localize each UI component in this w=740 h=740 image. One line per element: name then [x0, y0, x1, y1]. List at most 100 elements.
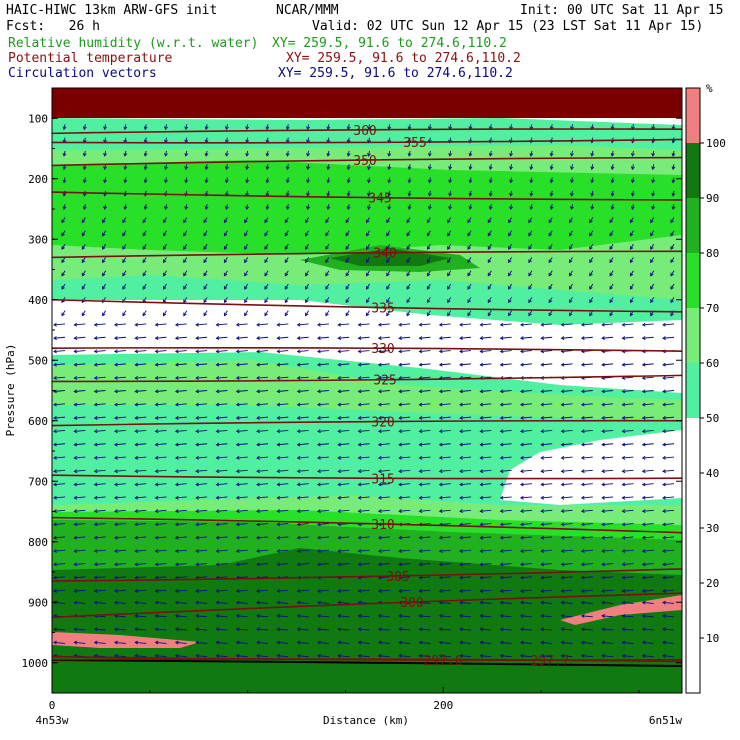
wind-vector: [467, 297, 472, 303]
wind-vector-head: [509, 152, 513, 157]
wind-vector: [155, 536, 167, 539]
wind-vector: [459, 509, 472, 512]
wind-vector-head: [134, 402, 139, 407]
wind-vector-head: [93, 627, 98, 632]
wind-vector: [589, 217, 594, 223]
wind-vector: [338, 416, 350, 419]
wind-vector: [338, 563, 350, 565]
wind-vector-head: [296, 535, 301, 540]
wind-vector-head: [73, 509, 78, 514]
wind-vector: [419, 628, 431, 631]
wind-vector-head: [520, 402, 524, 407]
wind-vector-head: [459, 349, 463, 354]
wind-vector: [155, 589, 167, 592]
wind-vector-head: [337, 600, 342, 605]
wind-vector-head: [479, 442, 484, 447]
wind-vector-head: [317, 562, 321, 567]
wind-vector-head: [317, 349, 321, 354]
wind-vector: [541, 641, 553, 644]
wind-vector: [155, 496, 167, 499]
wind-vector: [541, 549, 553, 552]
wind-vector: [122, 270, 127, 276]
wind-vector-head: [143, 152, 148, 157]
colorbar-label: 40: [706, 467, 719, 480]
wind-vector: [439, 602, 451, 604]
wind-vector-head: [93, 549, 98, 553]
wind-vector: [642, 655, 654, 658]
wind-vector-head: [244, 312, 248, 317]
wind-vector-head: [296, 376, 301, 380]
colorbar-swatch: [686, 253, 700, 308]
wind-vector-head: [407, 179, 412, 184]
wind-vector: [630, 230, 634, 237]
wind-vector-head: [560, 362, 565, 367]
wind-vector-head: [438, 535, 443, 540]
wind-vector: [175, 323, 187, 326]
wind-vector-head: [285, 206, 290, 211]
wind-vector-head: [164, 166, 168, 171]
wind-vector-head: [337, 640, 342, 645]
wind-vector-head: [629, 219, 634, 224]
wind-vector: [622, 429, 634, 432]
wind-vector-head: [256, 415, 260, 420]
wind-vector-head: [459, 362, 463, 367]
wind-vector: [236, 376, 248, 379]
wind-vector: [297, 483, 309, 486]
wind-vector: [175, 563, 187, 565]
wind-vector-head: [662, 627, 666, 632]
wind-vector-head: [174, 442, 179, 447]
wind-vector: [561, 390, 573, 392]
wind-vector: [670, 283, 675, 290]
wind-vector-head: [284, 299, 289, 304]
wind-vector-head: [325, 232, 329, 237]
wind-vector-head: [540, 349, 545, 354]
wind-vector-head: [184, 206, 189, 211]
wind-vector-head: [256, 362, 260, 367]
wind-vector: [378, 376, 390, 379]
wind-vector-head: [195, 362, 199, 367]
wind-vector-head: [508, 272, 512, 277]
wind-vector-head: [183, 259, 187, 264]
wind-vector-head: [276, 389, 281, 394]
wind-vector: [114, 655, 126, 658]
wind-vector-head: [398, 627, 402, 632]
wind-vector-head: [662, 589, 666, 593]
wind-vector: [406, 310, 411, 316]
wind-vector: [155, 615, 167, 618]
wind-vector-head: [195, 549, 199, 553]
wind-vector: [378, 390, 390, 392]
wind-vector-head: [123, 206, 128, 211]
colorbar-label: 80: [706, 247, 719, 260]
wind-vector: [602, 323, 614, 326]
wind-vector-head: [377, 589, 382, 593]
wind-vector-head: [479, 429, 484, 434]
wind-vector: [378, 589, 390, 592]
wind-vector-head: [662, 562, 666, 567]
wind-vector-head: [284, 219, 289, 224]
wind-vector: [520, 641, 532, 644]
wind-vector: [419, 416, 431, 419]
wind-vector-head: [244, 299, 248, 304]
theta-contour-line: [52, 419, 682, 427]
wind-vector-head: [671, 206, 676, 211]
wind-vector: [224, 217, 228, 223]
wind-vector-head: [487, 219, 492, 224]
wind-vector-head: [570, 206, 574, 211]
wind-vector-head: [174, 575, 179, 580]
wind-vector-head: [621, 614, 626, 618]
wind-vector-head: [509, 206, 513, 211]
wind-vector-head: [154, 495, 159, 500]
wind-vector: [135, 429, 147, 432]
wind-vector-head: [508, 286, 512, 290]
wind-vector-head: [508, 259, 512, 264]
wind-vector-head: [223, 299, 228, 304]
wind-vector-head: [195, 522, 199, 527]
wind-vector: [196, 350, 208, 353]
wind-vector: [622, 496, 634, 499]
wind-vector: [135, 390, 147, 392]
wind-vector: [602, 589, 614, 592]
wind-vector: [277, 549, 289, 552]
wind-vector-head: [549, 179, 554, 184]
wind-vector: [338, 496, 350, 499]
wind-vector-head: [337, 627, 342, 632]
